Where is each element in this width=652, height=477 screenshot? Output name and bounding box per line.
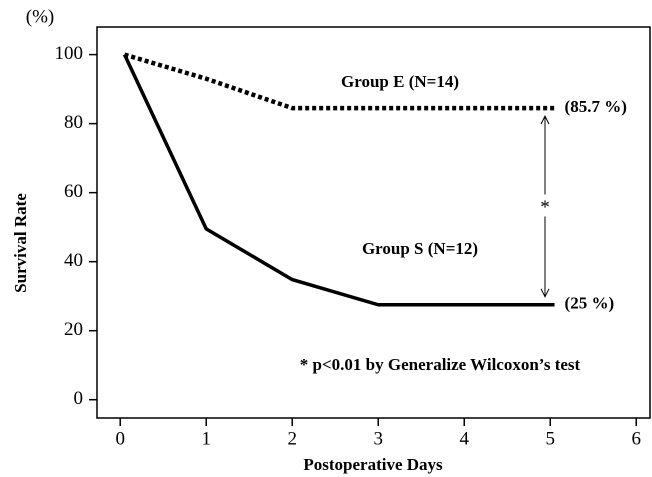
end-label: (25 %)	[565, 294, 615, 313]
footnote: * p<0.01 by Generalize Wilcoxon’s test	[300, 355, 581, 374]
series-name: Group E (N=14)	[341, 72, 459, 91]
star-bg	[537, 194, 553, 217]
plot-frame	[96, 26, 651, 419]
series-line	[122, 53, 555, 307]
y-axis-label: Survival Rate	[11, 193, 30, 293]
x-tick-label: 1	[201, 428, 211, 449]
series-name: Group S (N=12)	[362, 239, 478, 258]
x-tick-label: 4	[459, 428, 469, 449]
x-tick-label: 5	[545, 428, 555, 449]
series-line	[123, 52, 555, 111]
y-tick-label: 40	[64, 250, 83, 271]
y-tick-label: 80	[64, 112, 83, 133]
x-tick-label: 3	[373, 428, 383, 449]
x-tick-label: 2	[287, 428, 297, 449]
y-tick-label: 60	[64, 181, 83, 202]
y-tick-label: 100	[55, 43, 84, 64]
x-tick-label: 6	[631, 428, 641, 449]
arrow-head	[540, 114, 550, 125]
y-tick-label: 20	[64, 319, 83, 340]
y-tick-label: 0	[74, 388, 84, 409]
end-label: (85.7 %)	[565, 97, 627, 116]
y-unit: (%)	[26, 6, 54, 27]
significance-mark: *	[540, 197, 550, 218]
arrow-head	[540, 288, 550, 298]
x-tick-label: 0	[115, 428, 125, 449]
x-axis-label: Postoperative Days	[303, 455, 443, 474]
